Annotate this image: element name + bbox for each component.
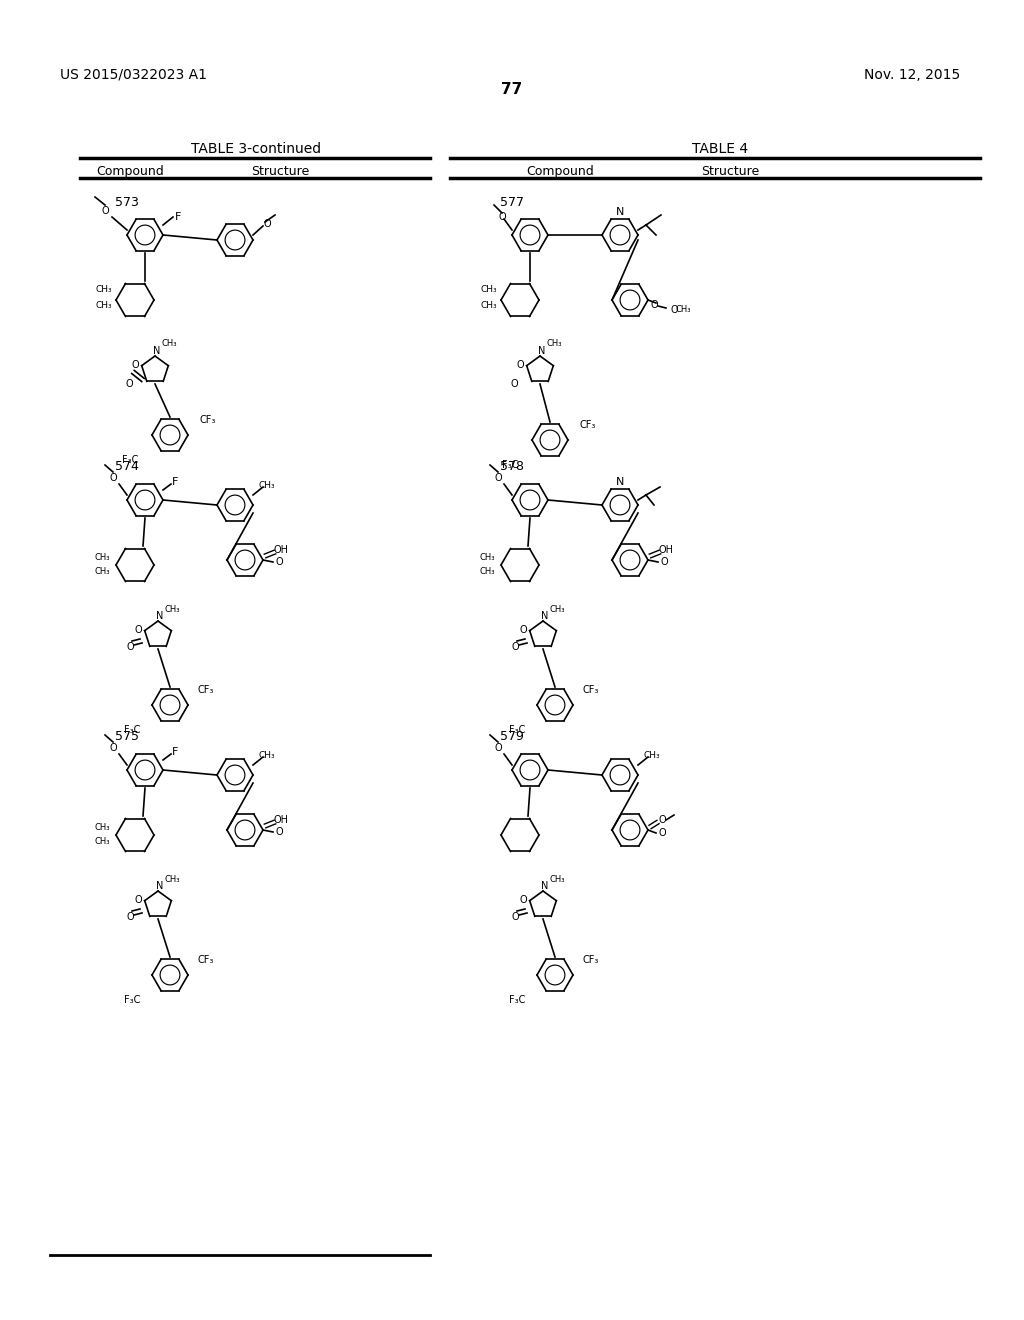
Text: O: O xyxy=(660,557,668,568)
Text: OH: OH xyxy=(658,545,674,554)
Text: O: O xyxy=(263,219,270,228)
Text: CH₃: CH₃ xyxy=(94,553,110,561)
Text: TABLE 3-continued: TABLE 3-continued xyxy=(190,143,322,156)
Text: TABLE 4: TABLE 4 xyxy=(692,143,749,156)
Text: Structure: Structure xyxy=(251,165,309,178)
Text: O: O xyxy=(670,305,678,315)
Text: O: O xyxy=(650,300,657,310)
Text: O: O xyxy=(658,828,666,838)
Text: 578: 578 xyxy=(500,459,524,473)
Text: OH: OH xyxy=(273,814,289,825)
Text: O: O xyxy=(134,895,141,906)
Text: Structure: Structure xyxy=(700,165,759,178)
Text: 77: 77 xyxy=(502,82,522,96)
Text: Nov. 12, 2015: Nov. 12, 2015 xyxy=(864,69,961,82)
Text: N: N xyxy=(542,611,549,620)
Text: F₃C: F₃C xyxy=(509,995,525,1005)
Text: CF₃: CF₃ xyxy=(580,420,596,430)
Text: CH₃: CH₃ xyxy=(95,301,113,309)
Text: N: N xyxy=(615,207,625,216)
Text: O: O xyxy=(495,473,502,483)
Text: O: O xyxy=(110,743,117,752)
Text: CH₃: CH₃ xyxy=(259,480,275,490)
Text: O: O xyxy=(134,624,141,635)
Text: O: O xyxy=(516,360,524,370)
Text: 577: 577 xyxy=(500,195,524,209)
Text: O: O xyxy=(519,624,526,635)
Text: F: F xyxy=(172,747,178,756)
Text: O: O xyxy=(519,895,526,906)
Text: OH: OH xyxy=(273,545,289,554)
Text: O: O xyxy=(495,743,502,752)
Text: CH₃: CH₃ xyxy=(480,301,498,309)
Text: N: N xyxy=(157,880,164,891)
Text: O: O xyxy=(275,557,283,568)
Text: CH₃: CH₃ xyxy=(95,285,113,294)
Text: N: N xyxy=(539,346,546,356)
Text: US 2015/0322023 A1: US 2015/0322023 A1 xyxy=(60,69,207,82)
Text: O: O xyxy=(125,379,133,389)
Text: O: O xyxy=(499,213,506,222)
Text: CH₃: CH₃ xyxy=(546,339,562,348)
Text: O: O xyxy=(110,473,117,483)
Text: F₃C: F₃C xyxy=(122,455,138,465)
Text: O: O xyxy=(126,912,134,921)
Text: CH₃: CH₃ xyxy=(259,751,275,759)
Text: Compound: Compound xyxy=(526,165,594,178)
Text: O: O xyxy=(658,814,666,825)
Text: CH₃: CH₃ xyxy=(164,605,180,614)
Text: 579: 579 xyxy=(500,730,524,743)
Text: CH₃: CH₃ xyxy=(94,566,110,576)
Text: 575: 575 xyxy=(115,730,139,743)
Text: O: O xyxy=(275,828,283,837)
Text: CH₃: CH₃ xyxy=(644,751,660,759)
Text: CH₃: CH₃ xyxy=(549,605,565,614)
Text: O: O xyxy=(101,206,109,216)
Text: Compound: Compound xyxy=(96,165,164,178)
Text: F₃C: F₃C xyxy=(502,459,518,470)
Text: N: N xyxy=(615,477,625,487)
Text: O: O xyxy=(126,642,134,652)
Text: CH₃: CH₃ xyxy=(480,285,498,294)
Text: CH₃: CH₃ xyxy=(94,837,110,846)
Text: CH₃: CH₃ xyxy=(161,339,177,348)
Text: F₃C: F₃C xyxy=(509,725,525,735)
Text: N: N xyxy=(542,880,549,891)
Text: O: O xyxy=(131,360,139,370)
Text: 573: 573 xyxy=(115,195,139,209)
Text: CF₃: CF₃ xyxy=(198,685,214,696)
Text: F: F xyxy=(175,213,181,222)
Text: CF₃: CF₃ xyxy=(200,414,216,425)
Text: O: O xyxy=(510,379,518,389)
Text: CH₃: CH₃ xyxy=(549,874,565,883)
Text: CH₃: CH₃ xyxy=(94,822,110,832)
Text: 574: 574 xyxy=(115,459,139,473)
Text: N: N xyxy=(157,611,164,620)
Text: CF₃: CF₃ xyxy=(198,954,214,965)
Text: CH₃: CH₃ xyxy=(675,305,691,314)
Text: O: O xyxy=(511,642,519,652)
Text: CH₃: CH₃ xyxy=(164,874,180,883)
Text: CF₃: CF₃ xyxy=(583,954,599,965)
Text: F₃C: F₃C xyxy=(124,995,140,1005)
Text: CH₃: CH₃ xyxy=(479,553,495,561)
Text: N: N xyxy=(154,346,161,356)
Text: F₃C: F₃C xyxy=(124,725,140,735)
Text: CF₃: CF₃ xyxy=(583,685,599,696)
Text: O: O xyxy=(511,912,519,921)
Text: CH₃: CH₃ xyxy=(479,566,495,576)
Text: F: F xyxy=(172,477,178,487)
